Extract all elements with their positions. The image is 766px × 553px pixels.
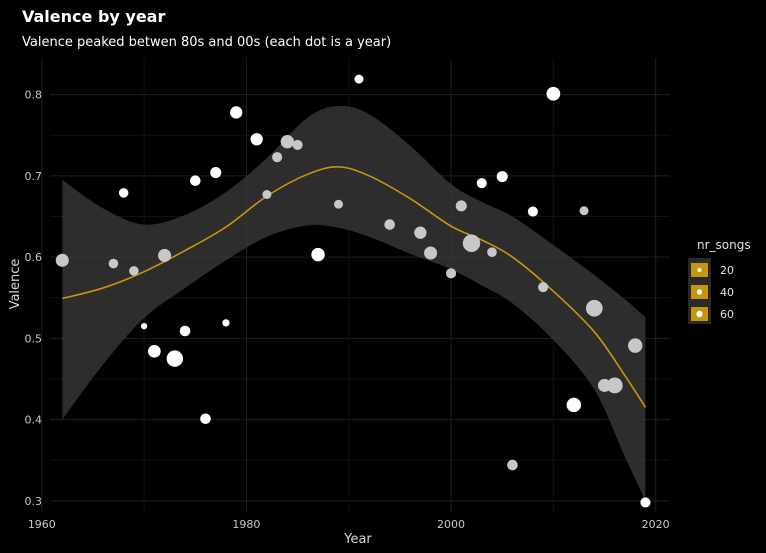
- data-point: [311, 247, 325, 262]
- legend-key-point: [697, 267, 702, 273]
- y-tick-label: 0.6: [25, 251, 43, 264]
- x-tick-label: 1960: [28, 518, 56, 531]
- confidence-band: [62, 105, 646, 501]
- x-tick-label: 1980: [232, 518, 260, 531]
- data-point: [158, 248, 172, 262]
- y-tick-label: 0.4: [25, 414, 43, 427]
- data-point: [334, 199, 344, 209]
- data-point: [189, 175, 201, 186]
- data-point: [262, 189, 272, 200]
- data-point: [354, 74, 364, 84]
- legend-entry-label: 60: [720, 308, 734, 321]
- y-axis-title: Valence: [8, 259, 23, 310]
- data-point: [546, 86, 561, 101]
- chart-title: Valence by year: [22, 7, 165, 26]
- data-point: [230, 106, 243, 119]
- chart-subtitle: Valence peaked betwen 80s and 00s (each …: [22, 35, 391, 50]
- size-legend: nr_songs 20 40 60: [688, 238, 751, 324]
- data-point: [424, 246, 438, 260]
- data-point: [166, 350, 184, 367]
- y-tick-label: 0.3: [25, 495, 43, 508]
- y-axis-ticks: 0.3 0.4 0.5 0.6 0.7 0.8: [25, 89, 43, 508]
- legend-entries: 20 40 60: [691, 263, 734, 321]
- data-point: [292, 139, 303, 150]
- data-point: [118, 188, 129, 198]
- data-point: [487, 247, 497, 257]
- data-point: [129, 266, 139, 276]
- data-point: [446, 268, 457, 279]
- x-tick-label: 2020: [642, 518, 670, 531]
- data-point: [455, 200, 467, 212]
- data-point: [148, 344, 161, 358]
- data-point: [210, 167, 222, 179]
- legend-entry-label: 40: [720, 286, 734, 299]
- data-point: [538, 282, 549, 293]
- data-point: [585, 299, 603, 317]
- y-tick-label: 0.5: [25, 332, 43, 345]
- data-point: [200, 413, 211, 425]
- data-points: [55, 74, 651, 508]
- smooth-trend-line: [62, 166, 647, 408]
- data-point: [606, 377, 623, 394]
- data-point: [579, 206, 589, 216]
- data-point: [566, 397, 582, 413]
- data-point: [496, 171, 508, 183]
- data-point: [462, 234, 481, 252]
- legend-key-point: [696, 310, 703, 318]
- data-point: [250, 133, 263, 146]
- data-point: [280, 134, 295, 149]
- confidence-band-area: [62, 105, 646, 501]
- smooth-line-layer: [62, 166, 647, 408]
- data-point: [55, 253, 69, 267]
- legend-entry-label: 20: [720, 264, 734, 277]
- x-axis-title: Year: [343, 532, 372, 547]
- data-point: [272, 152, 283, 163]
- data-point: [476, 178, 487, 189]
- data-point: [179, 325, 191, 337]
- data-point: [527, 206, 538, 217]
- x-tick-label: 2000: [437, 518, 465, 531]
- data-point: [140, 322, 148, 330]
- data-point: [414, 226, 427, 239]
- y-tick-label: 0.7: [25, 170, 43, 183]
- data-point: [108, 258, 119, 269]
- legend-title: nr_songs: [697, 238, 751, 252]
- data-point: [640, 497, 651, 508]
- data-point: [222, 319, 230, 327]
- data-point: [628, 338, 643, 353]
- data-point: [507, 459, 518, 471]
- data-point: [384, 219, 395, 230]
- x-axis-ticks: 1960 1980 2000 2020: [28, 518, 670, 531]
- y-tick-label: 0.8: [25, 89, 43, 102]
- legend-key-point: [696, 289, 703, 295]
